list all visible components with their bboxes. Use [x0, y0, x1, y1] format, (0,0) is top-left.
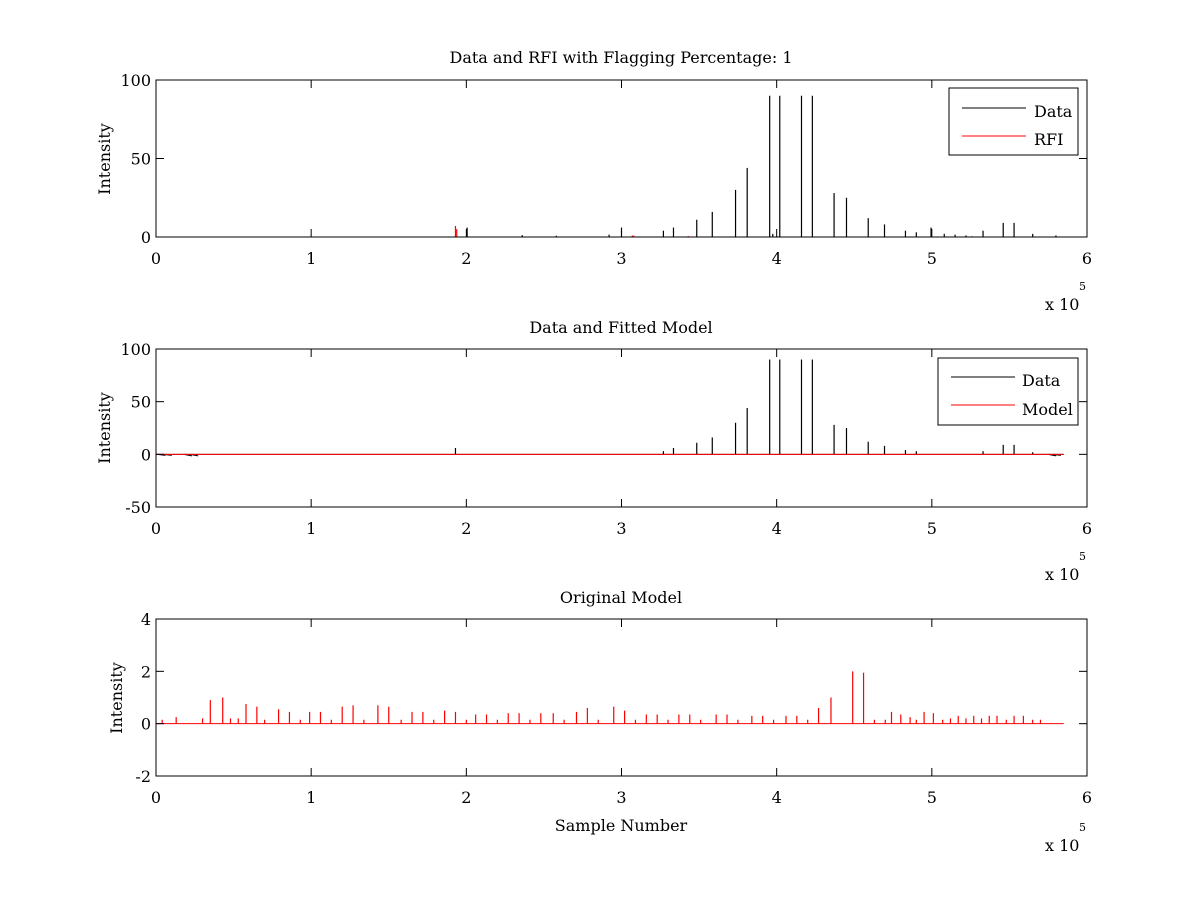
x-tick-label: 1 [306, 519, 316, 538]
x-tick-label: 3 [616, 519, 626, 538]
legend: Data RFI [948, 87, 1079, 156]
y-axis-label: Intensity [95, 123, 114, 195]
x-exponent-value: 5 [1079, 280, 1086, 293]
x-tick-label: 0 [151, 519, 161, 538]
x-tick-label: 4 [772, 788, 782, 807]
panel-title: Data and Fitted Model [529, 318, 712, 337]
x-exponent-label: x 10 [1045, 836, 1079, 855]
x-exponent-value: 5 [1079, 821, 1086, 834]
x-exponent-label: x 10 [1045, 565, 1079, 584]
x-tick-label: 5 [927, 249, 937, 268]
legend-label-data: Data [1034, 102, 1073, 121]
x-exponent-value: 5 [1079, 550, 1086, 563]
x-tick-label: 4 [772, 519, 782, 538]
x-tick-label: 5 [927, 788, 937, 807]
y-tick-label: 100 [120, 71, 151, 90]
x-tick-label: 3 [616, 788, 626, 807]
legend: Data Model [937, 357, 1079, 426]
x-tick-label: 0 [151, 788, 161, 807]
x-tick-label: 2 [461, 249, 471, 268]
x-tick-label: 6 [1082, 519, 1092, 538]
x-tick-label: 0 [151, 249, 161, 268]
y-tick-label: -2 [135, 767, 151, 786]
legend-label-data: Data [1022, 371, 1061, 390]
y-tick-label: 0 [141, 715, 151, 734]
y-tick-label: 50 [131, 150, 151, 169]
legend-label-rfi: RFI [1034, 130, 1063, 149]
y-tick-label: 50 [131, 393, 151, 412]
x-tick-label: 6 [1082, 249, 1092, 268]
y-axis-label: Intensity [95, 392, 114, 464]
legend-box [937, 357, 1079, 426]
plot-area: 0 1 2 3 4 5 6 0 50 100 [120, 71, 1092, 268]
x-tick-label: 2 [461, 788, 471, 807]
y-tick-label: 0 [141, 445, 151, 464]
x-tick-label: 2 [461, 519, 471, 538]
panel-original-model: Original Model Intensity Sample Number x… [107, 588, 1092, 855]
x-tick-label: 6 [1082, 788, 1092, 807]
x-tick-label: 5 [927, 519, 937, 538]
x-tick-label: 1 [306, 249, 316, 268]
panel-title: Data and RFI with Flagging Percentage: 1 [449, 48, 792, 67]
x-exponent-label: x 10 [1045, 295, 1079, 314]
panel-fitted-model: Data and Fitted Model Intensity x 10 5 0… [95, 318, 1092, 584]
x-tick-label: 3 [616, 249, 626, 268]
x-axis-label: Sample Number [555, 816, 688, 835]
y-tick-label: 4 [141, 610, 151, 629]
x-tick-label: 1 [306, 788, 316, 807]
legend-label-model: Model [1022, 400, 1073, 419]
y-tick-label: -50 [125, 498, 151, 517]
panel-title: Original Model [560, 588, 682, 607]
y-tick-label: 2 [141, 662, 151, 681]
y-tick-label: 0 [141, 228, 151, 247]
legend-box [948, 87, 1079, 156]
y-axis-label: Intensity [107, 662, 126, 734]
x-tick-label: 4 [772, 249, 782, 268]
y-tick-label: 100 [120, 340, 151, 359]
panel-rfi: Data and RFI with Flagging Percentage: 1… [95, 48, 1092, 314]
